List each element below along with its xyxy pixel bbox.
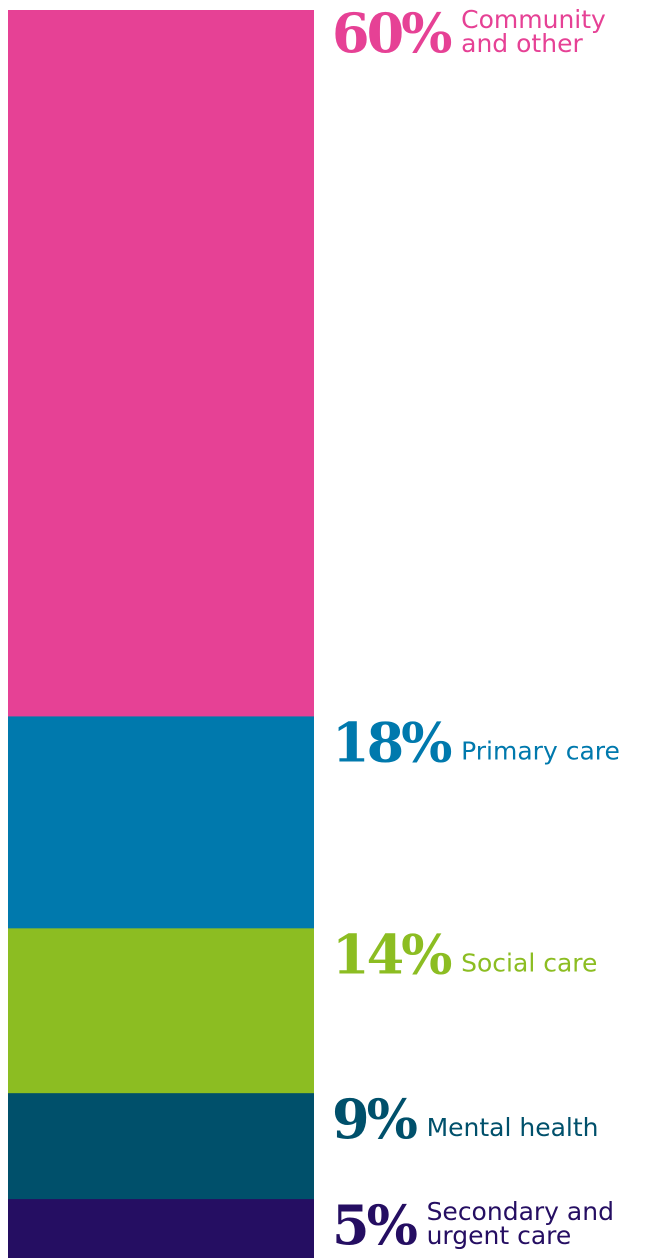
bar-segment-4 — [8, 1093, 314, 1200]
value-label-2: 18% — [332, 710, 451, 774]
bar-segment-2 — [8, 716, 314, 929]
value-label-3: 14% — [332, 922, 451, 986]
value-label-4: 9% — [332, 1087, 417, 1151]
category-label-1: Community and other — [461, 5, 606, 58]
category-label-3: Social care — [461, 948, 597, 977]
value-label-5: 5% — [332, 1193, 417, 1257]
category-label-line: and other — [461, 29, 583, 58]
bar-segment-5 — [8, 1199, 314, 1258]
bar-segment-3 — [8, 928, 314, 1094]
category-label-line: Secondary and — [427, 1197, 614, 1226]
bar-segments — [8, 10, 314, 1258]
category-label-2: Primary care — [461, 736, 620, 765]
category-label-4: Mental health — [427, 1113, 599, 1142]
category-label-5: Secondary and urgent care — [427, 1197, 614, 1250]
category-label-line: urgent care — [427, 1221, 572, 1250]
category-label-line: Community — [461, 5, 606, 34]
value-label-1: 60% — [332, 1, 451, 65]
bar-segment-1 — [8, 10, 314, 717]
